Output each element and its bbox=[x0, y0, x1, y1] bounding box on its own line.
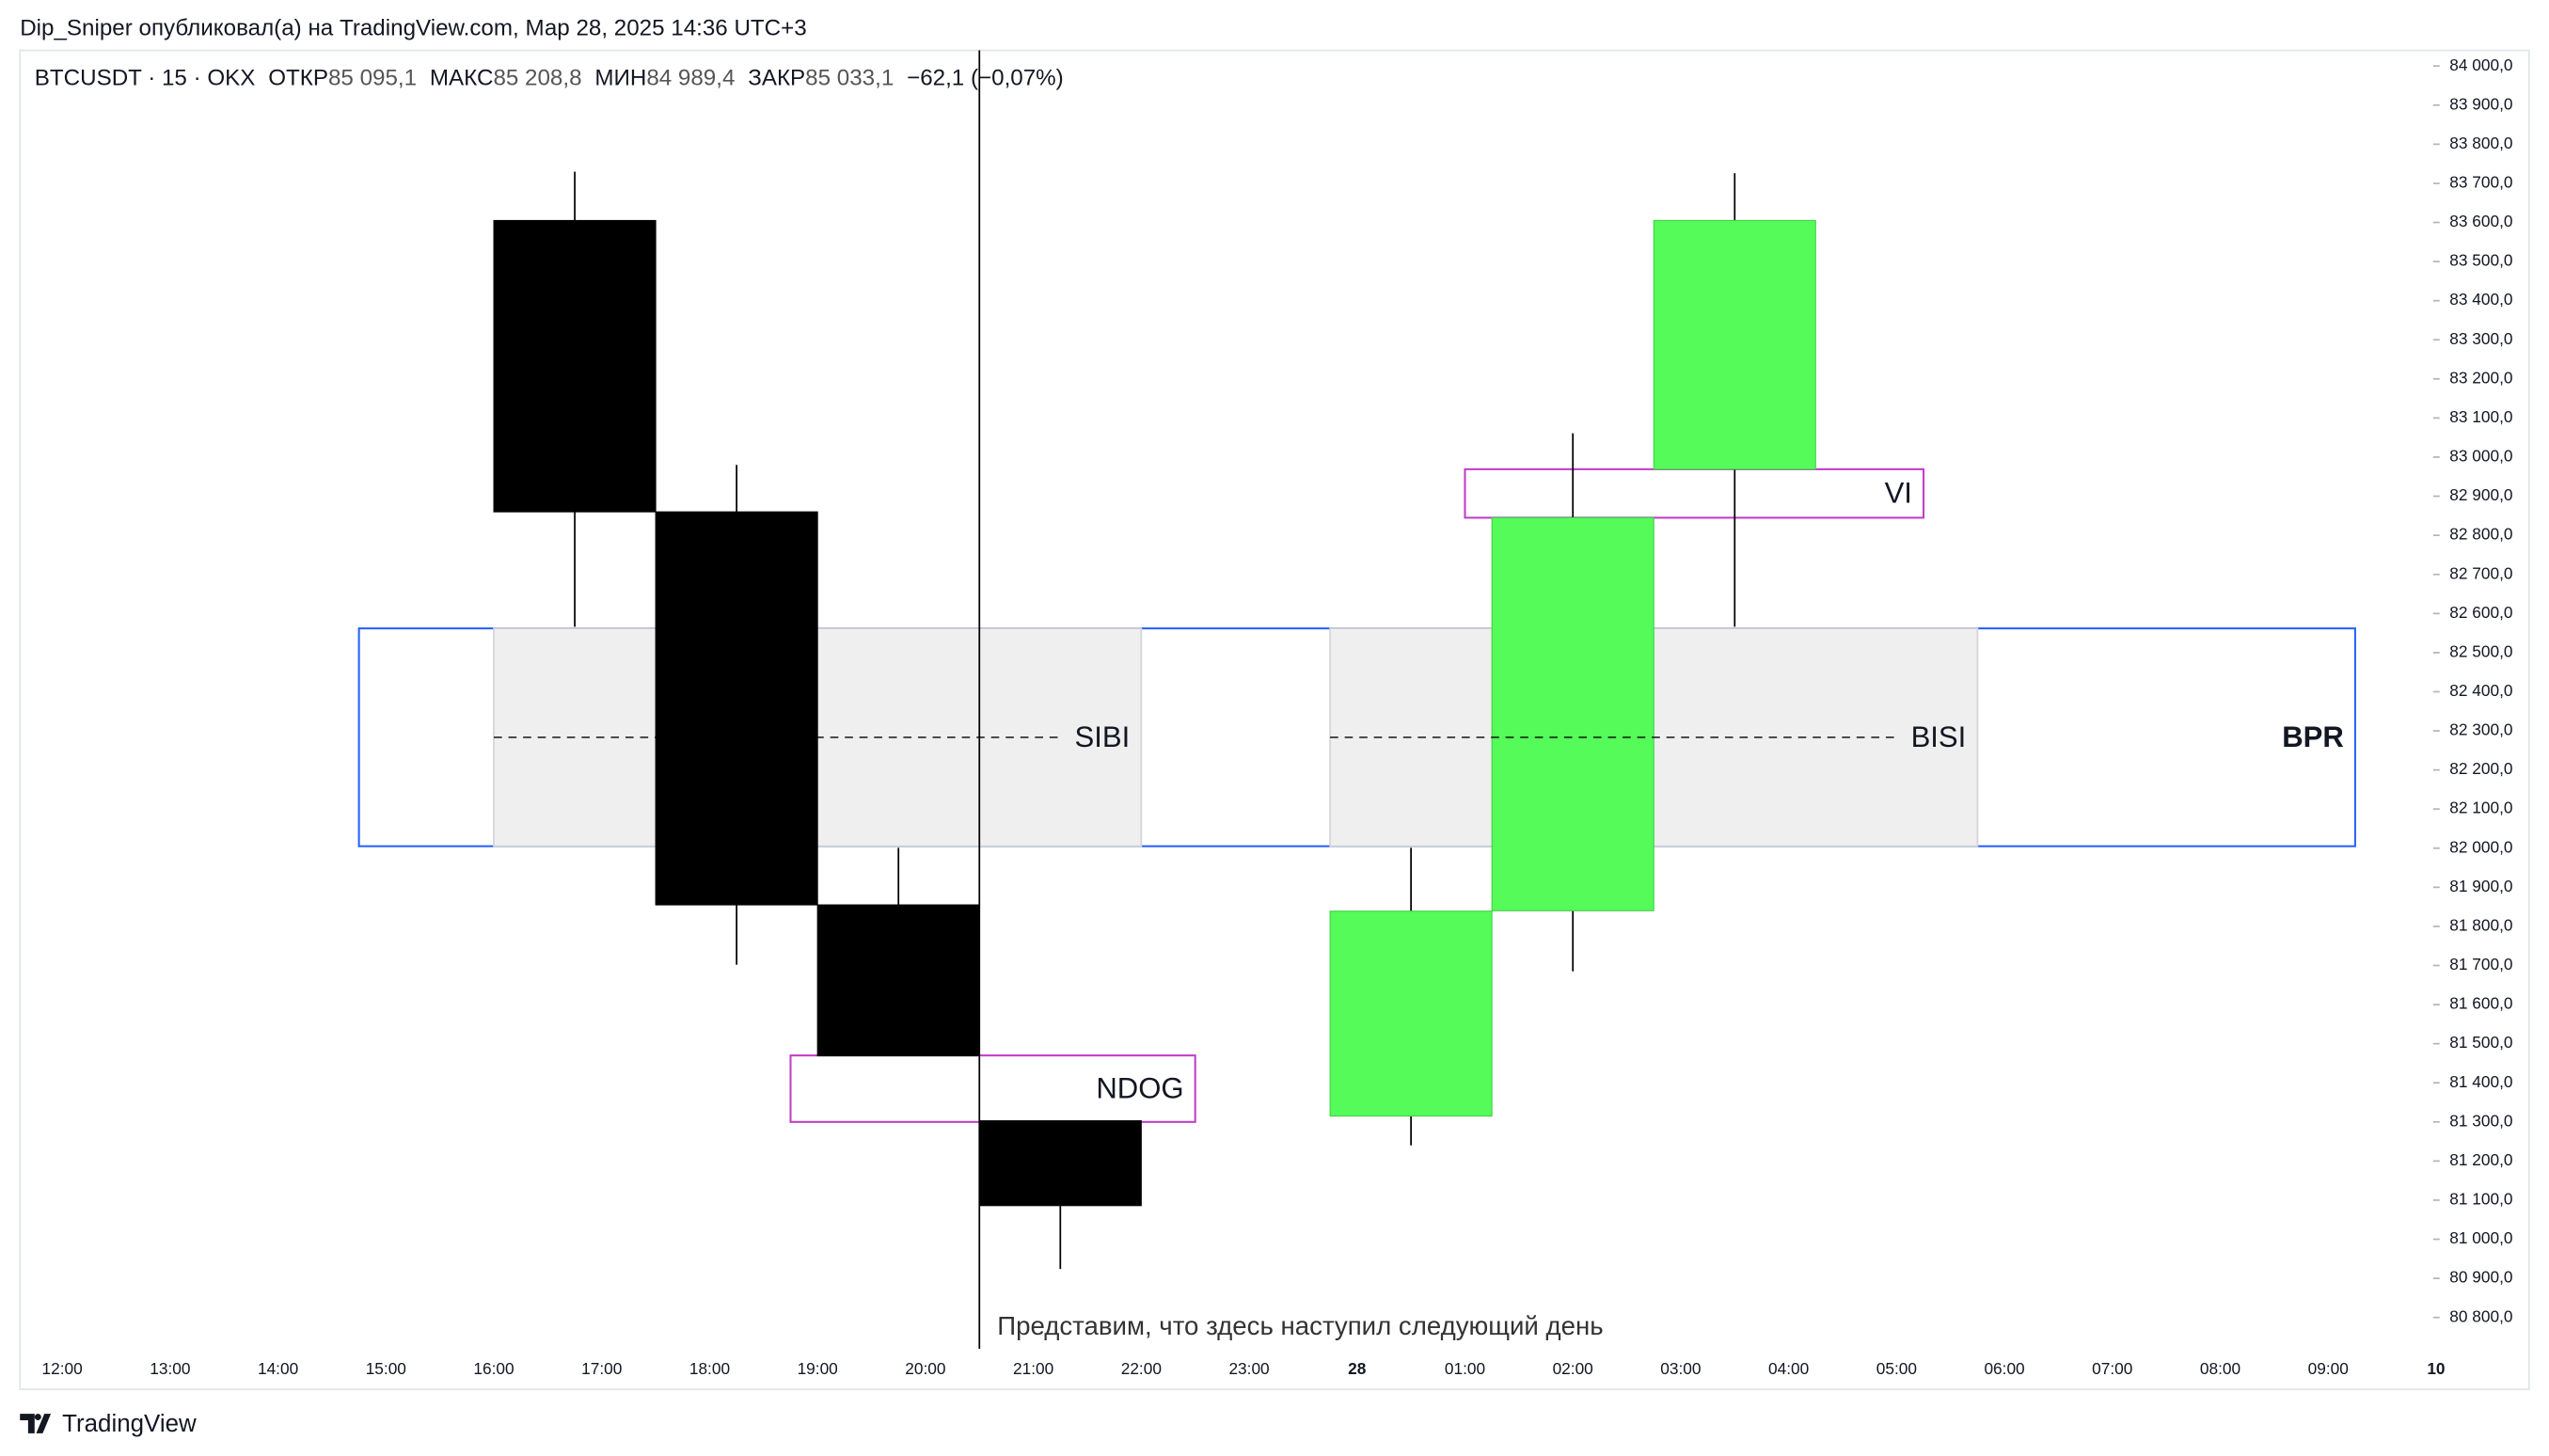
x-tick-label: 03:00 bbox=[1660, 1359, 1701, 1378]
y-tick-label: 82 700,0 bbox=[2449, 563, 2512, 582]
x-tick-label: 18:00 bbox=[689, 1359, 730, 1378]
ohlc-label: МАКС bbox=[430, 66, 494, 91]
candle-body bbox=[816, 904, 980, 1057]
x-tick-label: 06:00 bbox=[1984, 1359, 2024, 1378]
y-tick-label: 83 700,0 bbox=[2449, 172, 2512, 191]
candle-body bbox=[1329, 910, 1493, 1117]
y-tick-label: 81 300,0 bbox=[2449, 1111, 2512, 1130]
y-tick-label: 82 100,0 bbox=[2449, 799, 2512, 817]
legend: BTCUSDT · 15 · OKX ОТКР85 095,1 МАКС85 208… bbox=[35, 66, 1064, 91]
x-tick-label: 12:00 bbox=[42, 1359, 83, 1378]
y-tick-label: 81 200,0 bbox=[2449, 1150, 2512, 1169]
change: −62,1 (−0,07%) bbox=[907, 66, 1064, 91]
candle-body bbox=[1653, 219, 1816, 470]
y-tick-label: 82 800,0 bbox=[2449, 525, 2512, 544]
header: Dip_Sniper опубликовал(а) на TradingView… bbox=[20, 15, 806, 40]
y-tick-label: 82 200,0 bbox=[2449, 759, 2512, 778]
candle-body bbox=[655, 511, 818, 906]
y-tick-label: 83 100,0 bbox=[2449, 407, 2512, 426]
y-tick-label: 83 400,0 bbox=[2449, 290, 2512, 309]
zone-label: NDOG bbox=[1096, 1071, 1183, 1104]
x-tick-label: 28 bbox=[1348, 1359, 1367, 1378]
ohlc-label: ОТКР bbox=[268, 66, 328, 91]
y-tick-label: 81 700,0 bbox=[2449, 955, 2512, 973]
ohlc-value: 85 095,1 bbox=[328, 66, 417, 91]
zone-label: BPR bbox=[2282, 720, 2344, 753]
y-tick-label: 81 000,0 bbox=[2449, 1228, 2512, 1247]
x-tick-label: 07:00 bbox=[2092, 1359, 2132, 1378]
y-tick-label: 83 600,0 bbox=[2449, 212, 2512, 230]
ohlc-value: 85 033,1 bbox=[805, 66, 894, 91]
zone-label: BISI bbox=[1911, 720, 1967, 753]
x-tick-label: 01:00 bbox=[1445, 1359, 1485, 1378]
brand: TradingView bbox=[62, 1411, 197, 1437]
y-tick-label: 80 900,0 bbox=[2449, 1268, 2512, 1287]
y-tick-label: 81 500,0 bbox=[2449, 1033, 2512, 1052]
y-tick-label: 83 000,0 bbox=[2449, 447, 2512, 466]
ohlc-label: ЗАКР bbox=[748, 66, 805, 91]
y-tick-label: 81 800,0 bbox=[2449, 915, 2512, 934]
x-tick-label: 14:00 bbox=[258, 1359, 298, 1378]
y-tick-label: 81 400,0 bbox=[2449, 1072, 2512, 1091]
y-tick-label: 82 300,0 bbox=[2449, 720, 2512, 739]
y-tick-label: 83 300,0 bbox=[2449, 329, 2512, 348]
zone bbox=[1464, 467, 1925, 519]
x-tick-label: 13:00 bbox=[150, 1359, 190, 1378]
y-tick-label: 82 400,0 bbox=[2449, 681, 2512, 700]
brand-logo bbox=[20, 1414, 52, 1433]
y-tick-label: 81 900,0 bbox=[2449, 877, 2512, 895]
y-tick-label: 83 800,0 bbox=[2449, 134, 2512, 152]
y-tick-label: 82 900,0 bbox=[2449, 485, 2512, 504]
y-tick-label: 83 900,0 bbox=[2449, 94, 2512, 113]
x-tick-label: 22:00 bbox=[1121, 1359, 1162, 1378]
y-tick-label: 80 800,0 bbox=[2449, 1306, 2512, 1325]
x-tick-label: 10 bbox=[2427, 1359, 2445, 1378]
symbol: BTCUSDT · 15 · OKX bbox=[35, 66, 256, 91]
x-tick-label: 16:00 bbox=[473, 1359, 514, 1378]
candle-body bbox=[1491, 516, 1654, 911]
ohlc-label: МИН bbox=[594, 66, 646, 91]
y-tick-label: 82 600,0 bbox=[2449, 603, 2512, 622]
x-tick-label: 02:00 bbox=[1553, 1359, 1593, 1378]
y-tick-label: 82 500,0 bbox=[2449, 641, 2512, 660]
chart-frame bbox=[19, 49, 2530, 1391]
ohlc-value: 84 989,4 bbox=[646, 66, 735, 91]
x-tick-label: 17:00 bbox=[581, 1359, 622, 1378]
y-tick-label: 81 100,0 bbox=[2449, 1190, 2512, 1209]
x-tick-label: 09:00 bbox=[2308, 1359, 2349, 1378]
candle-body bbox=[978, 1120, 1142, 1207]
x-tick-label: 23:00 bbox=[1228, 1359, 1269, 1378]
y-tick-label: 82 000,0 bbox=[2449, 837, 2512, 856]
x-tick-label: 04:00 bbox=[1768, 1359, 1809, 1378]
ohlc-value: 85 208,8 bbox=[493, 66, 581, 91]
x-tick-label: 15:00 bbox=[366, 1359, 406, 1378]
candle-body bbox=[493, 219, 657, 513]
marker-text: Представим, что здесь наступил следующий… bbox=[997, 1311, 1603, 1340]
x-tick-label: 08:00 bbox=[2200, 1359, 2240, 1378]
zone-label: SIBI bbox=[1075, 720, 1131, 753]
x-tick-label: 20:00 bbox=[905, 1359, 945, 1378]
x-tick-label: 19:00 bbox=[798, 1359, 838, 1378]
y-tick-label: 84 000,0 bbox=[2449, 55, 2512, 74]
y-tick-label: 81 600,0 bbox=[2449, 994, 2512, 1013]
x-tick-label: 05:00 bbox=[1876, 1359, 1917, 1378]
x-tick-label: 21:00 bbox=[1013, 1359, 1053, 1378]
y-tick-label: 83 200,0 bbox=[2449, 368, 2512, 387]
y-tick-label: 83 500,0 bbox=[2449, 251, 2512, 270]
zone-label: VI bbox=[1885, 477, 1912, 510]
